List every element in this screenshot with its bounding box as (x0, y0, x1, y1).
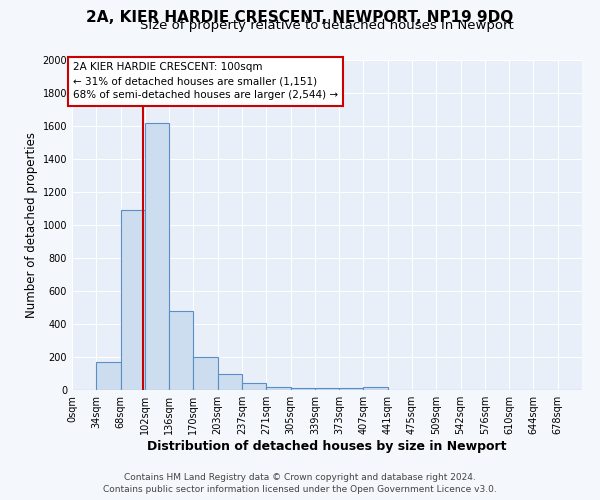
Text: Contains HM Land Registry data © Crown copyright and database right 2024.
Contai: Contains HM Land Registry data © Crown c… (103, 472, 497, 494)
Bar (315, 388, 339, 390)
X-axis label: Distribution of detached houses by size in Newport: Distribution of detached houses by size … (147, 440, 507, 453)
Title: Size of property relative to detached houses in Newport: Size of property relative to detached ho… (140, 20, 514, 32)
Bar (193, 357, 218, 390)
Text: 2A, KIER HARDIE CRESCENT, NEWPORT, NP19 9DQ: 2A, KIER HARDIE CRESCENT, NEWPORT, NP19 … (86, 10, 514, 25)
Text: 2A KIER HARDIE CRESCENT: 100sqm
← 31% of detached houses are smaller (1,151)
68%: 2A KIER HARDIE CRESCENT: 100sqm ← 31% of… (73, 62, 338, 100)
Bar (242, 384, 266, 390)
Bar (339, 388, 364, 390)
Y-axis label: Number of detached properties: Number of detached properties (25, 132, 38, 318)
Bar (169, 311, 193, 390)
Bar (145, 122, 169, 390)
Bar (96, 362, 121, 390)
Bar (218, 374, 242, 390)
Bar (266, 386, 290, 390)
Bar (290, 388, 315, 390)
Bar (364, 386, 388, 390)
Bar (121, 210, 145, 390)
